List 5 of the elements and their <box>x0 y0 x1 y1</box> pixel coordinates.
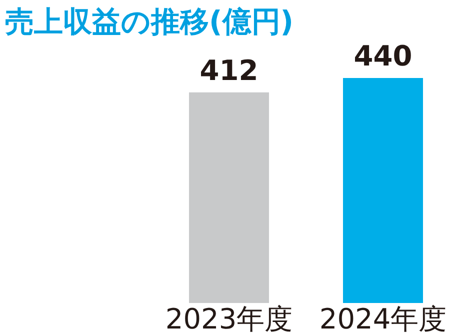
x-tick-label: 2023年度 <box>165 302 293 333</box>
chart-title: 売上収益の推移(億円) <box>5 4 294 38</box>
x-tick-label: 2024年度 <box>319 302 447 333</box>
data-label: 440 <box>354 40 412 72</box>
data-label: 412 <box>200 54 258 87</box>
